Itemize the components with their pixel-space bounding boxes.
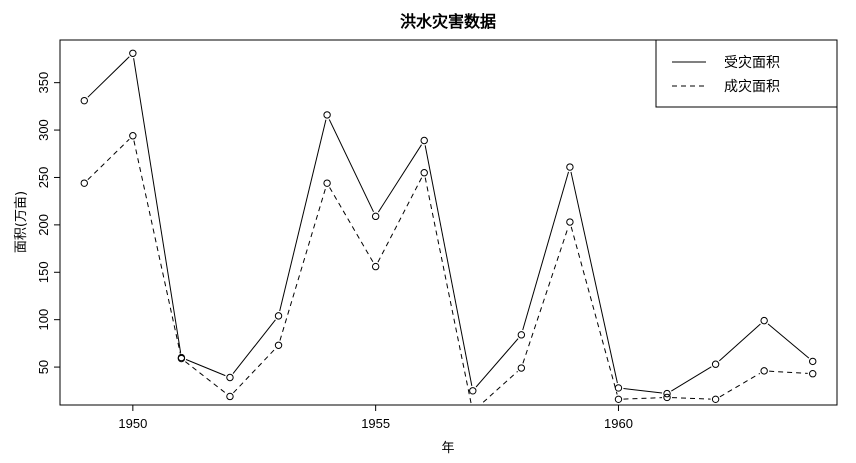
series-2-segment [133,140,181,354]
y-tick-label: 350 [36,72,51,94]
x-tick-label: 1950 [118,416,147,431]
series-1-point [517,331,526,339]
series-2-segment [424,177,472,405]
series-1-segment [185,359,226,377]
series-1-point [760,316,768,325]
series-2-point [760,367,768,375]
y-tick-label: 150 [36,261,51,283]
series-2-point [274,341,283,349]
series-1-segment [424,145,473,386]
series-1-point [274,312,283,320]
series-2-point [663,393,671,402]
series-1-point [614,384,623,392]
series-2-segment [522,226,569,364]
series-1-point [469,387,477,395]
series-1-point [663,389,671,398]
series-2-point [517,364,526,372]
series-2-segment [233,348,276,394]
series-2-segment [769,370,808,374]
y-axis: 50 100 150 200 250 300 350 [36,72,60,374]
series-1-segment [328,119,374,213]
series-1-segment [279,119,327,312]
series-points [80,49,817,414]
chart-title: 洪水灾害数据 [400,12,496,31]
series-2-point [323,179,331,187]
series-2-point [371,262,380,271]
series-1-point [420,136,428,145]
series-2-segment [279,187,327,341]
series-1-point [129,49,137,57]
series-1-point [809,357,817,366]
x-axis: 1950 1955 1960 [118,405,633,431]
x-tick-label: 1960 [604,416,633,431]
y-tick-label: 100 [36,309,51,331]
series-1-point [80,96,88,105]
x-tick-label: 1955 [361,416,390,431]
series-2-point [470,408,476,414]
series-2-segment [87,138,130,181]
series-1-segment [475,338,519,388]
series-2-segment [719,372,761,398]
series-1-segment [522,171,569,331]
series-1-segment [87,56,130,98]
series-1-point [371,212,380,221]
y-axis-label: 面积(万亩) [13,191,29,253]
series-1-segment [671,366,712,392]
legend: 受灾面积 成灾面积 [655,39,838,108]
y-tick-label: 300 [36,119,51,141]
series-1-segment [377,144,422,213]
series-1-segment [232,319,276,374]
plot-frame [59,39,838,406]
series-2-segment [672,397,711,400]
series-2-segment [570,226,618,395]
series-2-point [80,179,88,187]
legend-box [655,39,838,108]
y-tick-label: 200 [36,214,51,236]
series-2-point [129,132,137,140]
series-2-point [809,370,817,378]
legend-label-series-1: 受灾面积 [724,54,780,71]
series-1-point [323,111,331,119]
y-tick-label: 250 [36,167,51,189]
series-2-segment [377,176,423,263]
series-1-point [226,373,234,382]
series-1-segment [133,58,182,353]
series-2-segment [185,361,227,394]
series-2-segment [623,397,663,400]
x-axis-label: 年 [441,440,454,455]
series-1-point [711,360,720,368]
series-2-point [177,354,186,363]
series-2-point [420,169,428,177]
series-1-segment [718,323,761,362]
series-2-point [711,395,720,404]
series-1-segment [570,171,618,384]
series-1-point [566,163,574,171]
series-1-segment [623,388,663,394]
series-2-point [566,218,574,226]
series-2-point [614,395,623,404]
series-lines [87,56,810,405]
y-tick-label: 50 [36,360,51,374]
series-2-segment [329,187,374,263]
series-1-segment [767,323,810,359]
series-2-point [226,392,234,401]
series-2-segment [479,370,518,405]
legend-label-series-2: 成灾面积 [724,78,780,95]
